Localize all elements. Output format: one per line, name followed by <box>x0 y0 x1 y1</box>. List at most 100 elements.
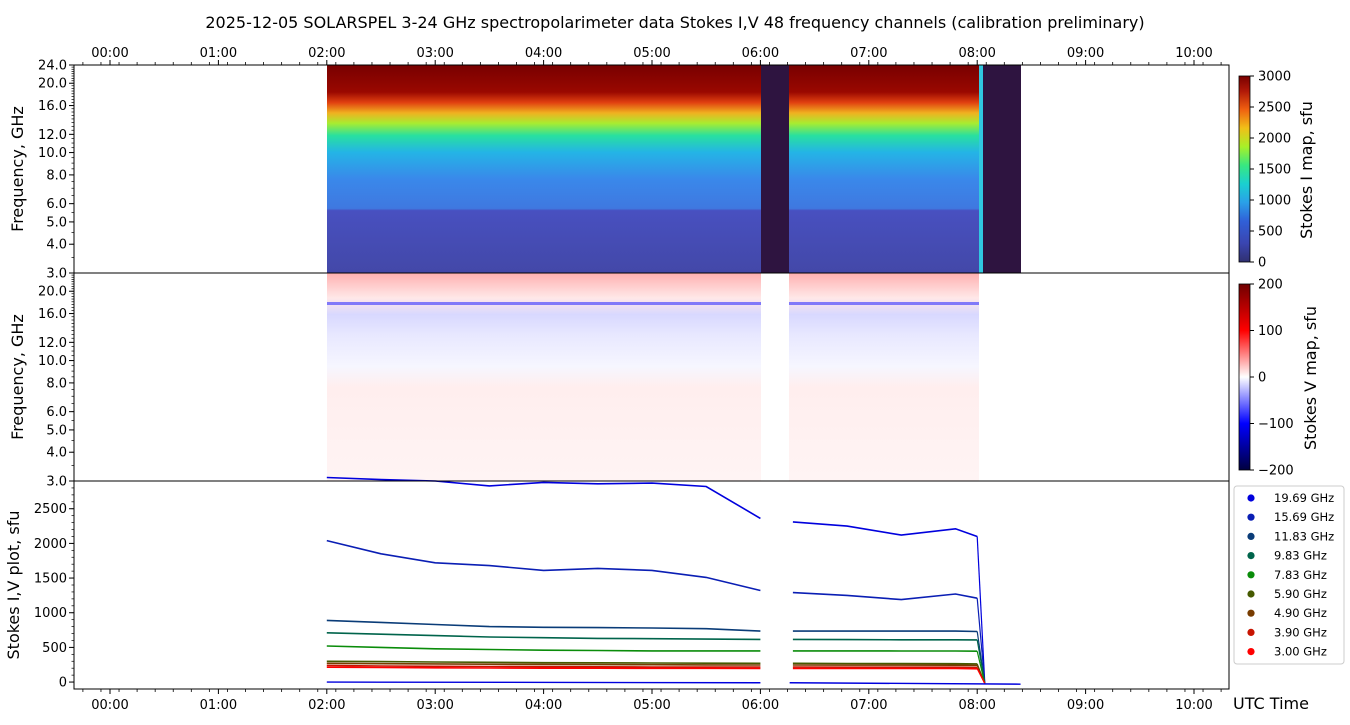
bottom-time-tick-label: 04:00 <box>525 698 562 713</box>
top-time-tick-label: 00:00 <box>91 46 128 61</box>
legend-label: 3.00 GHz <box>1274 645 1327 659</box>
bottom-time-tick-label: 01:00 <box>200 698 237 713</box>
series-line-9-83-ghz-a <box>326 632 761 641</box>
plot-tick-label: 0 <box>59 676 67 691</box>
bottom-time-tick-label: 05:00 <box>633 698 670 713</box>
stokes-v-trace-b <box>789 682 1021 685</box>
legend-box <box>1233 485 1345 665</box>
stokes-v-colorbar: 200 100 0 −100 −200 Stokes V map, sfu <box>1238 278 1320 479</box>
colorbar-tick-label: −100 <box>1258 417 1294 432</box>
top-time-axis: 00:00 01:00 02:00 03:00 04:00 05:00 06:00 07:00… <box>82 46 1222 65</box>
bottom-time-tick-label: 07:00 <box>850 698 887 713</box>
stokes-i-spectrum-region-2 <box>789 65 979 273</box>
series-line-5-90-ghz-a <box>326 660 761 665</box>
freq-tick-label: 16.0 <box>38 99 67 114</box>
colorbar-tick-label: 1500 <box>1258 163 1291 178</box>
freq-tick-label: 12.0 <box>38 336 67 351</box>
stokes-plot-background <box>74 481 1229 689</box>
bottom-time-tick-label: 09:00 <box>1067 698 1104 713</box>
legend-label: 4.90 GHz <box>1274 606 1327 620</box>
top-time-tick-label: 03:00 <box>416 46 453 61</box>
stokes-plot-series <box>326 476 1021 685</box>
legend-label: 9.83 GHz <box>1274 549 1327 563</box>
legend-label: 11.83 GHz <box>1274 529 1334 543</box>
series-line-15-69-ghz-a <box>326 539 761 592</box>
plot-tick-label: 1000 <box>34 606 67 621</box>
series-line-3-90-ghz-a <box>326 664 761 668</box>
stokes-i-edge-strip <box>979 65 983 273</box>
legend-marker <box>1247 513 1255 521</box>
legend-marker <box>1247 648 1255 656</box>
top-time-tick-label: 05:00 <box>633 46 670 61</box>
stokes-i-colorbar-scale <box>1238 75 1251 263</box>
bottom-time-tick-label: 08:00 <box>958 698 995 713</box>
plot-tick-label: 2000 <box>34 537 67 552</box>
freq-tick-label: 5.0 <box>46 215 67 230</box>
colorbar-tick-label: −200 <box>1258 464 1294 479</box>
colorbar-tick-label: 1000 <box>1258 194 1291 209</box>
colorbar-tick-label: 100 <box>1258 324 1283 339</box>
freq-tick-label: 10.0 <box>38 354 67 369</box>
plot-tick-label: 1500 <box>34 572 67 587</box>
series-line-19-69-ghz-b <box>792 521 978 538</box>
freq-tick-label: 12.0 <box>38 128 67 143</box>
top-time-tick-label: 08:00 <box>958 46 995 61</box>
colorbar-tick-label: 0 <box>1258 256 1266 271</box>
stokes-i-gap-2 <box>983 65 1021 273</box>
freq-tick-label: 3.0 <box>46 267 67 282</box>
stokes-v-spectrum-region-1 <box>327 273 761 481</box>
legend-marker <box>1247 590 1255 598</box>
stokes-v-band-line-1 <box>327 302 761 305</box>
stokes-v-map-panel: Frequency, GHz 20.0 16.0 12.0 10.0 8.0 6.0 5.0… <box>8 272 1230 490</box>
stokes-i-colorbar: 3000 2500 2000 1500 1000 500 0 Stokes I map, s… <box>1238 70 1316 271</box>
stokes-i-colorbar-ticks: 3000 2500 2000 1500 1000 500 0 <box>1250 70 1291 271</box>
freq-tick-label: 8.0 <box>46 168 67 183</box>
top-time-tick-label: 06:00 <box>742 46 779 61</box>
stokes-v-trace-a <box>326 681 761 684</box>
series-line-19-69-ghz-a <box>326 476 761 520</box>
freq-tick-label: 8.0 <box>46 376 67 391</box>
top-time-tick-label: 09:00 <box>1067 46 1104 61</box>
top-time-tick-label: 07:00 <box>850 46 887 61</box>
series-line-7-83-ghz-a <box>326 645 761 652</box>
legend-label: 7.83 GHz <box>1274 568 1327 582</box>
bottom-time-tick-label: 03:00 <box>416 698 453 713</box>
freq-tick-label: 10.0 <box>38 146 67 161</box>
stokes-i-yticks: 24.0 20.0 16.0 12.0 10.0 8.0 6.0 5.0 4.0 3.0 <box>38 59 74 282</box>
top-time-tick-label: 02:00 <box>308 46 345 61</box>
bottom-time-tick-label: 00:00 <box>91 698 128 713</box>
series-line-9-83-ghz-b <box>792 638 978 641</box>
stokes-i-gap-1 <box>761 65 789 273</box>
series-drop <box>976 651 986 684</box>
utc-time-label: UTC Time <box>1233 694 1309 713</box>
freq-tick-label: 4.0 <box>46 238 67 253</box>
series-line-5-90-ghz-b <box>792 662 978 665</box>
stokes-v-colorbar-label: Stokes V map, sfu <box>1301 306 1320 450</box>
series-line-4-90-ghz-a <box>326 662 761 666</box>
legend-label: 3.90 GHz <box>1274 625 1327 639</box>
stokes-plot-yticks: 2500 2000 1500 1000 500 0 <box>34 487 74 691</box>
colorbar-tick-label: 0 <box>1258 371 1266 386</box>
figure-title: 2025-12-05 SOLARSPEL 3-24 GHz spectropol… <box>205 13 1144 32</box>
legend-marker <box>1247 552 1255 560</box>
freq-tick-label: 5.0 <box>46 423 67 438</box>
legend-marker <box>1247 532 1255 541</box>
stokes-i-spectrum-region-1 <box>327 65 761 273</box>
legend-marker <box>1247 494 1255 502</box>
stokes-v-ylabel: Frequency, GHz <box>8 314 27 440</box>
series-drop <box>976 536 986 684</box>
colorbar-tick-label: 200 <box>1258 278 1283 293</box>
legend-marker <box>1247 628 1255 637</box>
colorbar-tick-label: 3000 <box>1258 70 1291 85</box>
stokes-plot-panel: Stokes I,V plot, sfu 2500 2000 1500 1000 500… <box>4 476 1230 691</box>
bottom-time-tick-label: 06:00 <box>742 698 779 713</box>
stokes-v-colorbar-scale <box>1238 283 1251 471</box>
legend-label: 19.69 GHz <box>1274 491 1334 505</box>
top-time-tick-label: 04:00 <box>525 46 562 61</box>
stokes-v-band-line-2 <box>789 302 979 305</box>
plot-tick-label: 2500 <box>34 502 67 517</box>
freq-tick-label: 24.0 <box>38 59 67 74</box>
series-line-11-83-ghz-a <box>326 619 761 632</box>
freq-tick-label: 6.0 <box>46 405 67 420</box>
